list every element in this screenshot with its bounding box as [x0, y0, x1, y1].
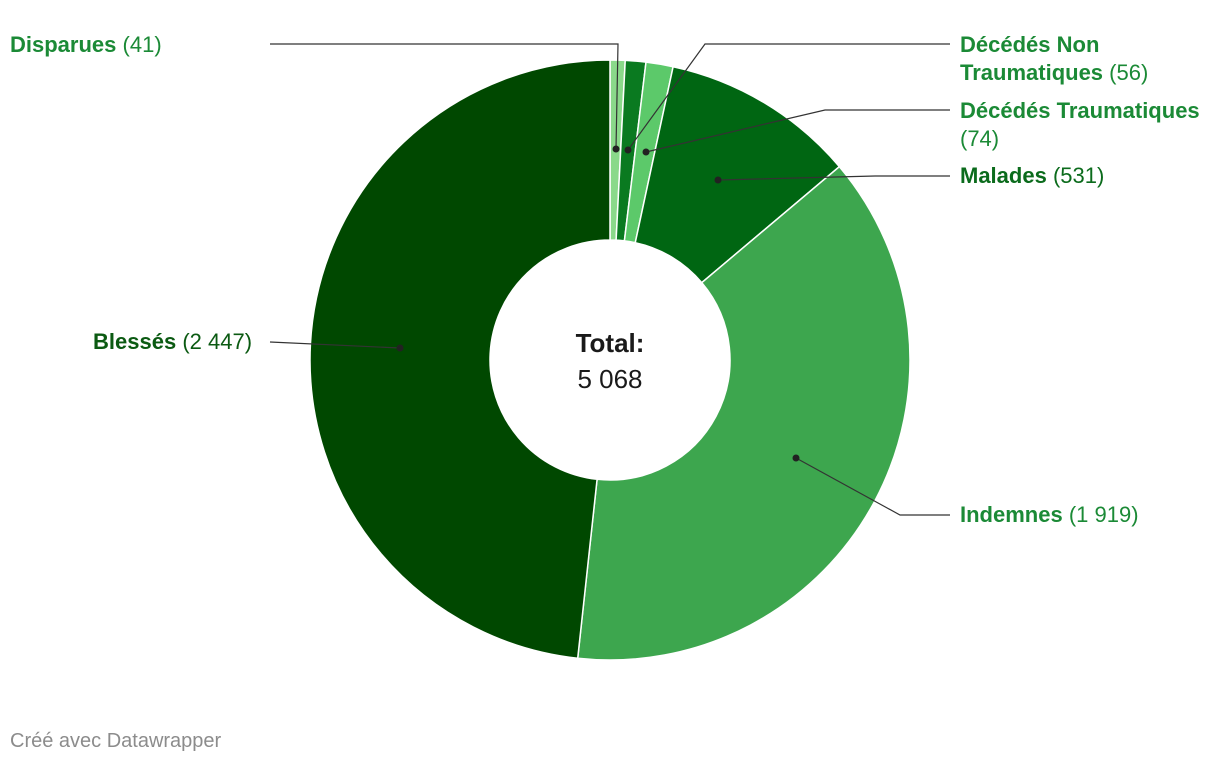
credit-text: Créé avec Datawrapper	[10, 730, 222, 752]
leader-dot-3	[642, 148, 650, 156]
leader-dot-6	[396, 344, 404, 352]
leader-dot-5	[792, 454, 800, 462]
label-decedes-traumatiques-value: (74)	[960, 126, 1000, 151]
leader-line-5	[795, 457, 950, 516]
label-decedes-traumatiques: Décédés Traumatiques (74)	[960, 97, 1218, 153]
leader-dot-2	[624, 146, 632, 154]
label-indemnes-value: (1 919)	[1068, 502, 1139, 527]
leader-line-4	[717, 175, 950, 181]
total-value: 5 068	[577, 364, 643, 394]
leader-line-2	[627, 43, 950, 151]
leader-dot-1	[612, 145, 620, 153]
label-disparues-value: (41)	[122, 32, 162, 57]
slice-6	[309, 59, 611, 660]
donut-slices	[309, 59, 911, 661]
label-indemnes-name: Indemnes	[960, 502, 1063, 527]
label-malades-value: (531)	[1052, 163, 1105, 188]
slice-5	[576, 165, 911, 661]
label-disparues: Disparues (41)	[10, 31, 162, 59]
leader-line-3	[645, 109, 950, 153]
label-malades-name: Malades	[960, 163, 1047, 188]
leader-lines	[269, 43, 950, 516]
label-malades: Malades (531)	[960, 162, 1104, 190]
label-blesses: Blessés (2 447)	[93, 328, 252, 356]
label-decedes-traumatiques-name: Décédés Traumatiques	[960, 98, 1200, 123]
leader-dot-4	[714, 176, 722, 184]
slice-4	[634, 65, 841, 284]
label-indemnes: Indemnes (1 919)	[960, 501, 1139, 529]
label-decedes-non-traumatiques-value: (56)	[1109, 60, 1149, 85]
label-blesses-name: Blessés	[93, 329, 177, 354]
label-decedes-non-traumatiques: Décédés Non Traumatiques (56)	[960, 31, 1210, 87]
label-decedes-non-traumatiques-name: Décédés Non Traumatiques	[960, 32, 1104, 85]
label-disparues-name: Disparues	[10, 32, 117, 57]
leader-line-1	[270, 43, 619, 150]
center-total: Total: 5 068	[490, 325, 730, 397]
label-blesses-value: (2 447)	[182, 329, 253, 354]
leader-line-6	[269, 341, 401, 349]
total-label: Total:	[575, 328, 645, 358]
